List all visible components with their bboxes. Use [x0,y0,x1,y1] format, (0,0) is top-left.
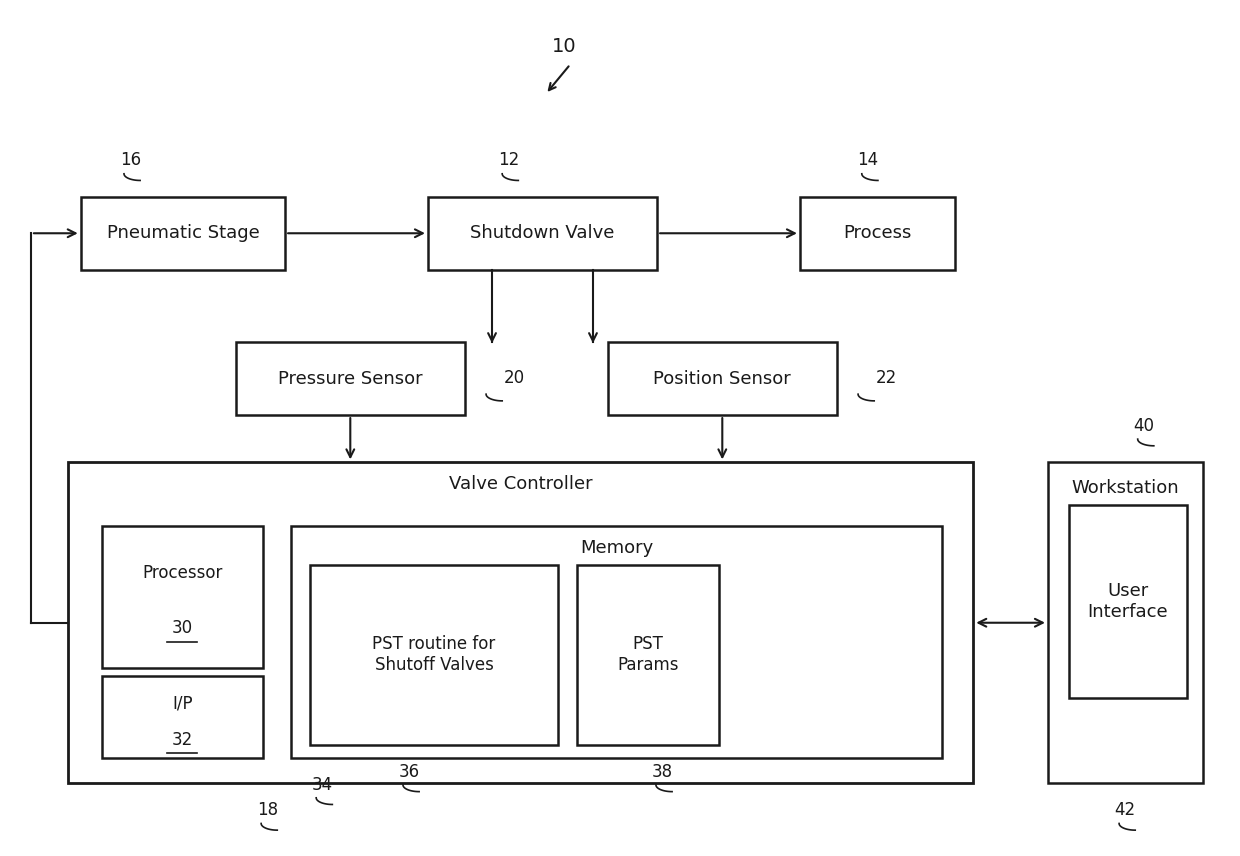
Text: 40: 40 [1133,417,1154,435]
Text: Processor: Processor [143,564,222,582]
Bar [102,676,263,758]
Text: 16: 16 [119,152,141,169]
Text: Pneumatic Stage: Pneumatic Stage [107,224,259,242]
Bar [81,197,285,270]
Text: User
Interface: User Interface [1087,582,1168,621]
Text: Pressure Sensor: Pressure Sensor [278,370,423,388]
Text: 14: 14 [857,152,879,169]
Text: 22: 22 [875,369,898,388]
Bar [102,526,263,668]
Text: 18: 18 [257,801,278,819]
Text: 32: 32 [171,731,193,749]
Text: 38: 38 [651,763,673,781]
Bar [608,342,837,415]
Bar [1069,505,1187,698]
Bar [428,197,657,270]
Text: Process: Process [843,224,911,242]
Text: PST routine for
Shutoff Valves: PST routine for Shutoff Valves [372,635,496,675]
Text: Workstation: Workstation [1071,479,1179,497]
Text: I/P: I/P [172,694,192,712]
Text: 36: 36 [398,763,420,781]
Text: 30: 30 [171,619,193,637]
Text: 12: 12 [497,152,520,169]
Bar [310,565,558,745]
Bar [1048,462,1203,783]
Text: 34: 34 [311,776,334,794]
Text: Memory: Memory [580,538,653,557]
Text: Valve Controller: Valve Controller [449,474,593,493]
Bar [68,462,973,783]
Text: Shutdown Valve: Shutdown Valve [470,224,615,242]
Text: 20: 20 [503,369,526,388]
Text: Position Sensor: Position Sensor [653,370,791,388]
Bar [577,565,719,745]
Bar [291,526,942,758]
Bar [236,342,465,415]
Bar [800,197,955,270]
Text: 10: 10 [552,37,577,56]
Text: 42: 42 [1115,801,1136,819]
Text: PST
Params: PST Params [618,635,678,675]
